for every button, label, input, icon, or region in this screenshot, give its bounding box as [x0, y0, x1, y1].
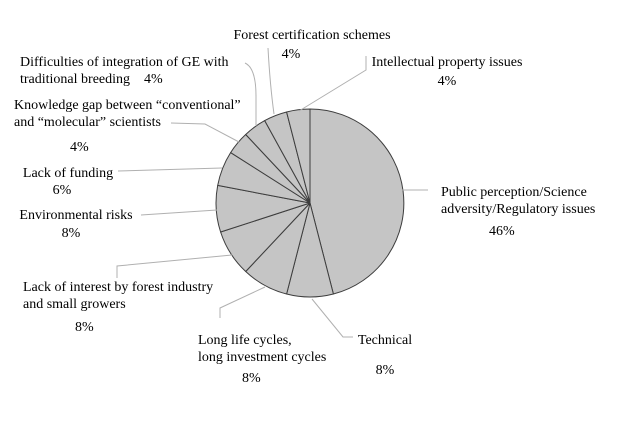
label-lack-of-interest: Lack of interest by forest industry and … [23, 279, 228, 336]
label-percent: 46% [489, 224, 515, 239]
leader-line-environmental-risks [140, 209, 218, 216]
label-percent: 8% [242, 371, 261, 386]
label-percent: 4% [281, 47, 301, 62]
label-percent: 4% [144, 72, 163, 87]
label-percent: 8% [75, 320, 94, 335]
label-technical: Technical 8% [350, 332, 420, 379]
label-text: and “molecular” scientists [14, 115, 161, 130]
label-text: adversity/Regulatory issues [441, 202, 596, 217]
label-text: Lack of funding [22, 166, 114, 181]
label-percent: 4% [70, 140, 89, 155]
leader-line-knowledge-gap [170, 122, 240, 143]
label-percent: 8% [375, 363, 395, 378]
label-percent: 6% [52, 183, 72, 198]
pie-slice-9 [286, 108, 311, 204]
label-public-perception: Public perception/Science adversity/Regu… [441, 184, 611, 240]
label-text: Intellectual property issues [371, 55, 523, 70]
label-forest-certification: Forest certification schemes 4% [216, 27, 408, 63]
label-text: traditional breeding 4% [20, 71, 246, 88]
leader-line-technical [311, 298, 353, 338]
label-knowledge-gap: Knowledge gap between “conventional” and… [14, 97, 252, 156]
leader-line-lack-of-interest [116, 254, 233, 278]
label-text: Environmental risks [19, 208, 133, 223]
leader-line-forest-certification [267, 47, 275, 115]
leader-line-lack-of-funding [117, 167, 223, 172]
label-text: Technical [357, 333, 413, 348]
label-lack-of-funding: Lack of funding 6% [18, 165, 118, 199]
label-percent: 8% [61, 226, 81, 241]
leader-line-intellectual-property [298, 56, 367, 112]
pie-slices [215, 108, 405, 298]
leader-line-long-life-cycles [219, 286, 266, 318]
label-text: Long life cycles, [198, 333, 292, 348]
label-text: Knowledge gap between “conventional” [14, 98, 241, 113]
label-text: and small growers [23, 297, 126, 312]
label-text: traditional breeding [20, 72, 131, 87]
label-text: long investment cycles [198, 350, 327, 365]
label-text: Forest certification schemes [233, 28, 391, 43]
label-long-life-cycles: Long life cycles, long investment cycles… [198, 332, 348, 387]
label-environmental-risks: Environmental risks 8% [15, 207, 137, 242]
label-text: Difficulties of integration of GE with [20, 55, 229, 70]
label-percent: 4% [437, 74, 457, 89]
label-difficulties-integration: Difficulties of integration of GE with t… [20, 54, 246, 88]
pie-slice-0 [309, 108, 405, 295]
label-text: Public perception/Science [441, 185, 587, 200]
leader-lines [116, 47, 428, 338]
label-intellectual-property: Intellectual property issues 4% [368, 54, 526, 90]
label-text: Lack of interest by forest industry [23, 280, 214, 295]
leader-line-difficulties [244, 62, 257, 126]
